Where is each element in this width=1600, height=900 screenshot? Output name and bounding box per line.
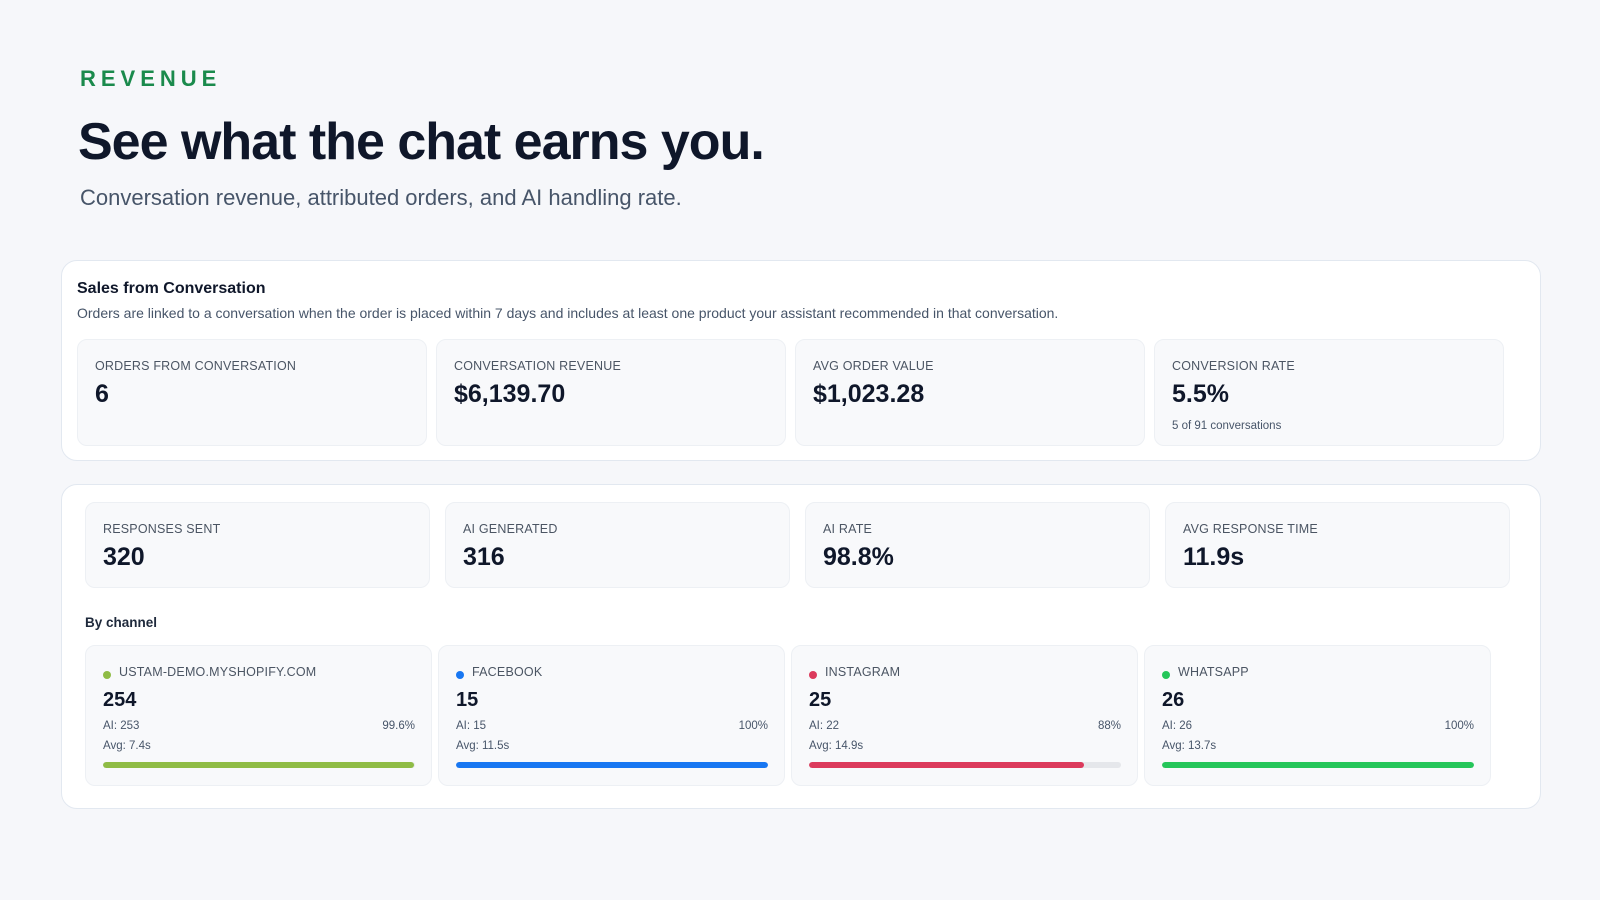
stat-value: 6	[95, 380, 109, 408]
channel-card-shopify: USTAM-DEMO.MYSHOPIFY.COM 254 AI: 253 99.…	[85, 645, 432, 786]
channel-ai-percent: 88%	[1097, 720, 1121, 732]
conversation-revenue-card: CONVERSATION REVENUE $6,139.70	[436, 339, 786, 446]
orders-from-conversation-card: ORDERS FROM CONVERSATION 6	[77, 339, 427, 446]
channel-ai-percent: 99.6%	[382, 720, 415, 732]
channel-progress-bar	[1162, 762, 1474, 768]
channel-name: FACEBOOK	[472, 665, 543, 679]
stat-label: CONVERSATION REVENUE	[454, 359, 621, 373]
channel-count: 25	[809, 689, 832, 711]
channel-dot-icon	[103, 671, 111, 679]
channel-ai-count: AI: 253	[103, 720, 140, 732]
stat-label: AI GENERATED	[463, 522, 558, 536]
channel-name: USTAM-DEMO.MYSHOPIFY.COM	[119, 665, 317, 679]
stat-value: 11.9s	[1183, 543, 1245, 571]
avg-response-time-card: AVG RESPONSE TIME 11.9s	[1165, 502, 1510, 588]
section-eyebrow: REVENUE	[80, 66, 222, 91]
stat-label: AI RATE	[823, 522, 873, 536]
sales-from-conversation-panel: Sales from Conversation Orders are linke…	[61, 260, 1541, 461]
stat-label: CONVERSION RATE	[1172, 359, 1295, 373]
page-headline: See what the chat earns you.	[78, 113, 765, 171]
stat-value: $1,023.28	[813, 380, 925, 408]
channel-ai-percent: 100%	[1444, 720, 1474, 732]
channel-ai-count: AI: 22	[809, 720, 840, 732]
stat-value: 5.5%	[1172, 380, 1229, 408]
stat-value: 98.8%	[823, 543, 894, 571]
channel-progress-fill	[456, 762, 768, 768]
channel-progress-bar	[809, 762, 1121, 768]
channel-avg-time: Avg: 11.5s	[456, 740, 510, 752]
stat-subtext: 5 of 91 conversations	[1172, 420, 1282, 432]
stat-label: ORDERS FROM CONVERSATION	[95, 359, 297, 373]
channel-progress-fill	[1162, 762, 1474, 768]
channel-ai-percent: 100%	[738, 720, 768, 732]
stat-label: AVG RESPONSE TIME	[1183, 522, 1318, 536]
channel-dot-icon	[456, 671, 464, 679]
avg-order-value-card: AVG ORDER VALUE $1,023.28	[795, 339, 1145, 446]
channel-ai-count: AI: 26	[1162, 720, 1193, 732]
channel-avg-time: Avg: 14.9s	[809, 740, 864, 752]
panel-title: Sales from Conversation	[77, 280, 266, 297]
channel-ai-count: AI: 15	[456, 720, 487, 732]
panel-description: Orders are linked to a conversation when…	[77, 305, 1059, 321]
stat-value: 316	[463, 543, 505, 571]
channel-name: WHATSAPP	[1178, 665, 1249, 679]
channel-progress-bar	[456, 762, 768, 768]
channel-count: 26	[1162, 689, 1185, 711]
channel-progress-bar	[103, 762, 415, 768]
channel-count: 254	[103, 689, 137, 711]
ai-generated-card: AI GENERATED 316	[445, 502, 790, 588]
channel-card-facebook: FACEBOOK 15 AI: 15 100% Avg: 11.5s	[438, 645, 785, 786]
channel-card-instagram: INSTAGRAM 25 AI: 22 88% Avg: 14.9s	[791, 645, 1138, 786]
responses-sent-card: RESPONSES SENT 320	[85, 502, 430, 588]
by-channel-heading: By channel	[85, 615, 158, 630]
channel-card-whatsapp: WHATSAPP 26 AI: 26 100% Avg: 13.7s	[1144, 645, 1491, 786]
channel-dot-icon	[1162, 671, 1170, 679]
ai-responses-panel: RESPONSES SENT 320 AI GENERATED 316 AI R…	[61, 484, 1541, 809]
page-subheadline: Conversation revenue, attributed orders,…	[80, 185, 682, 210]
channel-avg-time: Avg: 13.7s	[1162, 740, 1217, 752]
stat-value: 320	[103, 543, 145, 571]
channel-progress-fill	[809, 762, 1084, 768]
stat-label: RESPONSES SENT	[103, 522, 221, 536]
channel-avg-time: Avg: 7.4s	[103, 740, 151, 752]
conversion-rate-card: CONVERSION RATE 5.5% 5 of 91 conversatio…	[1154, 339, 1504, 446]
channel-count: 15	[456, 689, 479, 711]
channel-progress-fill	[103, 762, 414, 768]
channel-dot-icon	[809, 671, 817, 679]
ai-rate-card: AI RATE 98.8%	[805, 502, 1150, 588]
stat-label: AVG ORDER VALUE	[813, 359, 934, 373]
stat-value: $6,139.70	[454, 380, 566, 408]
channel-name: INSTAGRAM	[825, 665, 901, 679]
